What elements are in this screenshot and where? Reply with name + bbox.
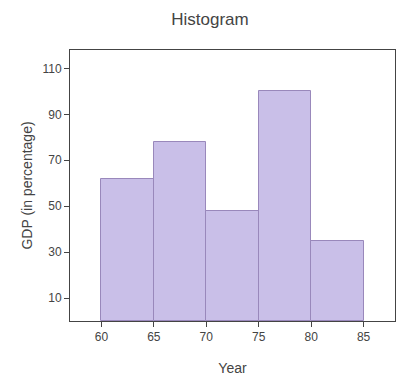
- svg-text:30: 30: [48, 245, 62, 259]
- svg-text:50: 50: [48, 199, 62, 213]
- svg-text:10: 10: [48, 291, 62, 305]
- svg-text:70: 70: [48, 153, 62, 167]
- svg-text:Histogram: Histogram: [171, 10, 248, 29]
- svg-text:60: 60: [95, 330, 109, 344]
- svg-text:Year: Year: [218, 360, 247, 376]
- svg-text:110: 110: [42, 62, 61, 76]
- svg-text:80: 80: [304, 330, 318, 344]
- svg-text:GDP (in percentage): GDP (in percentage): [19, 121, 35, 249]
- svg-text:85: 85: [357, 330, 371, 344]
- svg-text:90: 90: [48, 108, 62, 122]
- svg-text:65: 65: [147, 330, 161, 344]
- svg-text:75: 75: [252, 330, 266, 344]
- svg-text:70: 70: [200, 330, 214, 344]
